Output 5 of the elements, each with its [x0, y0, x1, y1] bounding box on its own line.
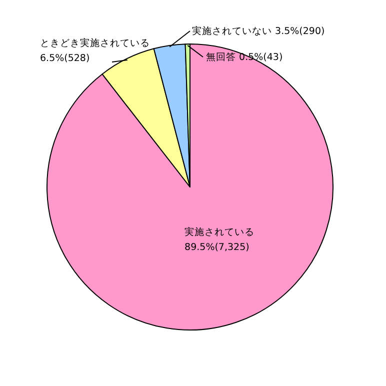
slice-label: 実施されている: [184, 226, 255, 238]
slice-label: 実施されていない 3.5%(290): [192, 25, 325, 37]
data-label: 6.5%(528): [40, 53, 90, 64]
data-label: 89.5%(7,325): [184, 242, 250, 254]
slice-label: ときどき実施されている: [40, 37, 150, 49]
